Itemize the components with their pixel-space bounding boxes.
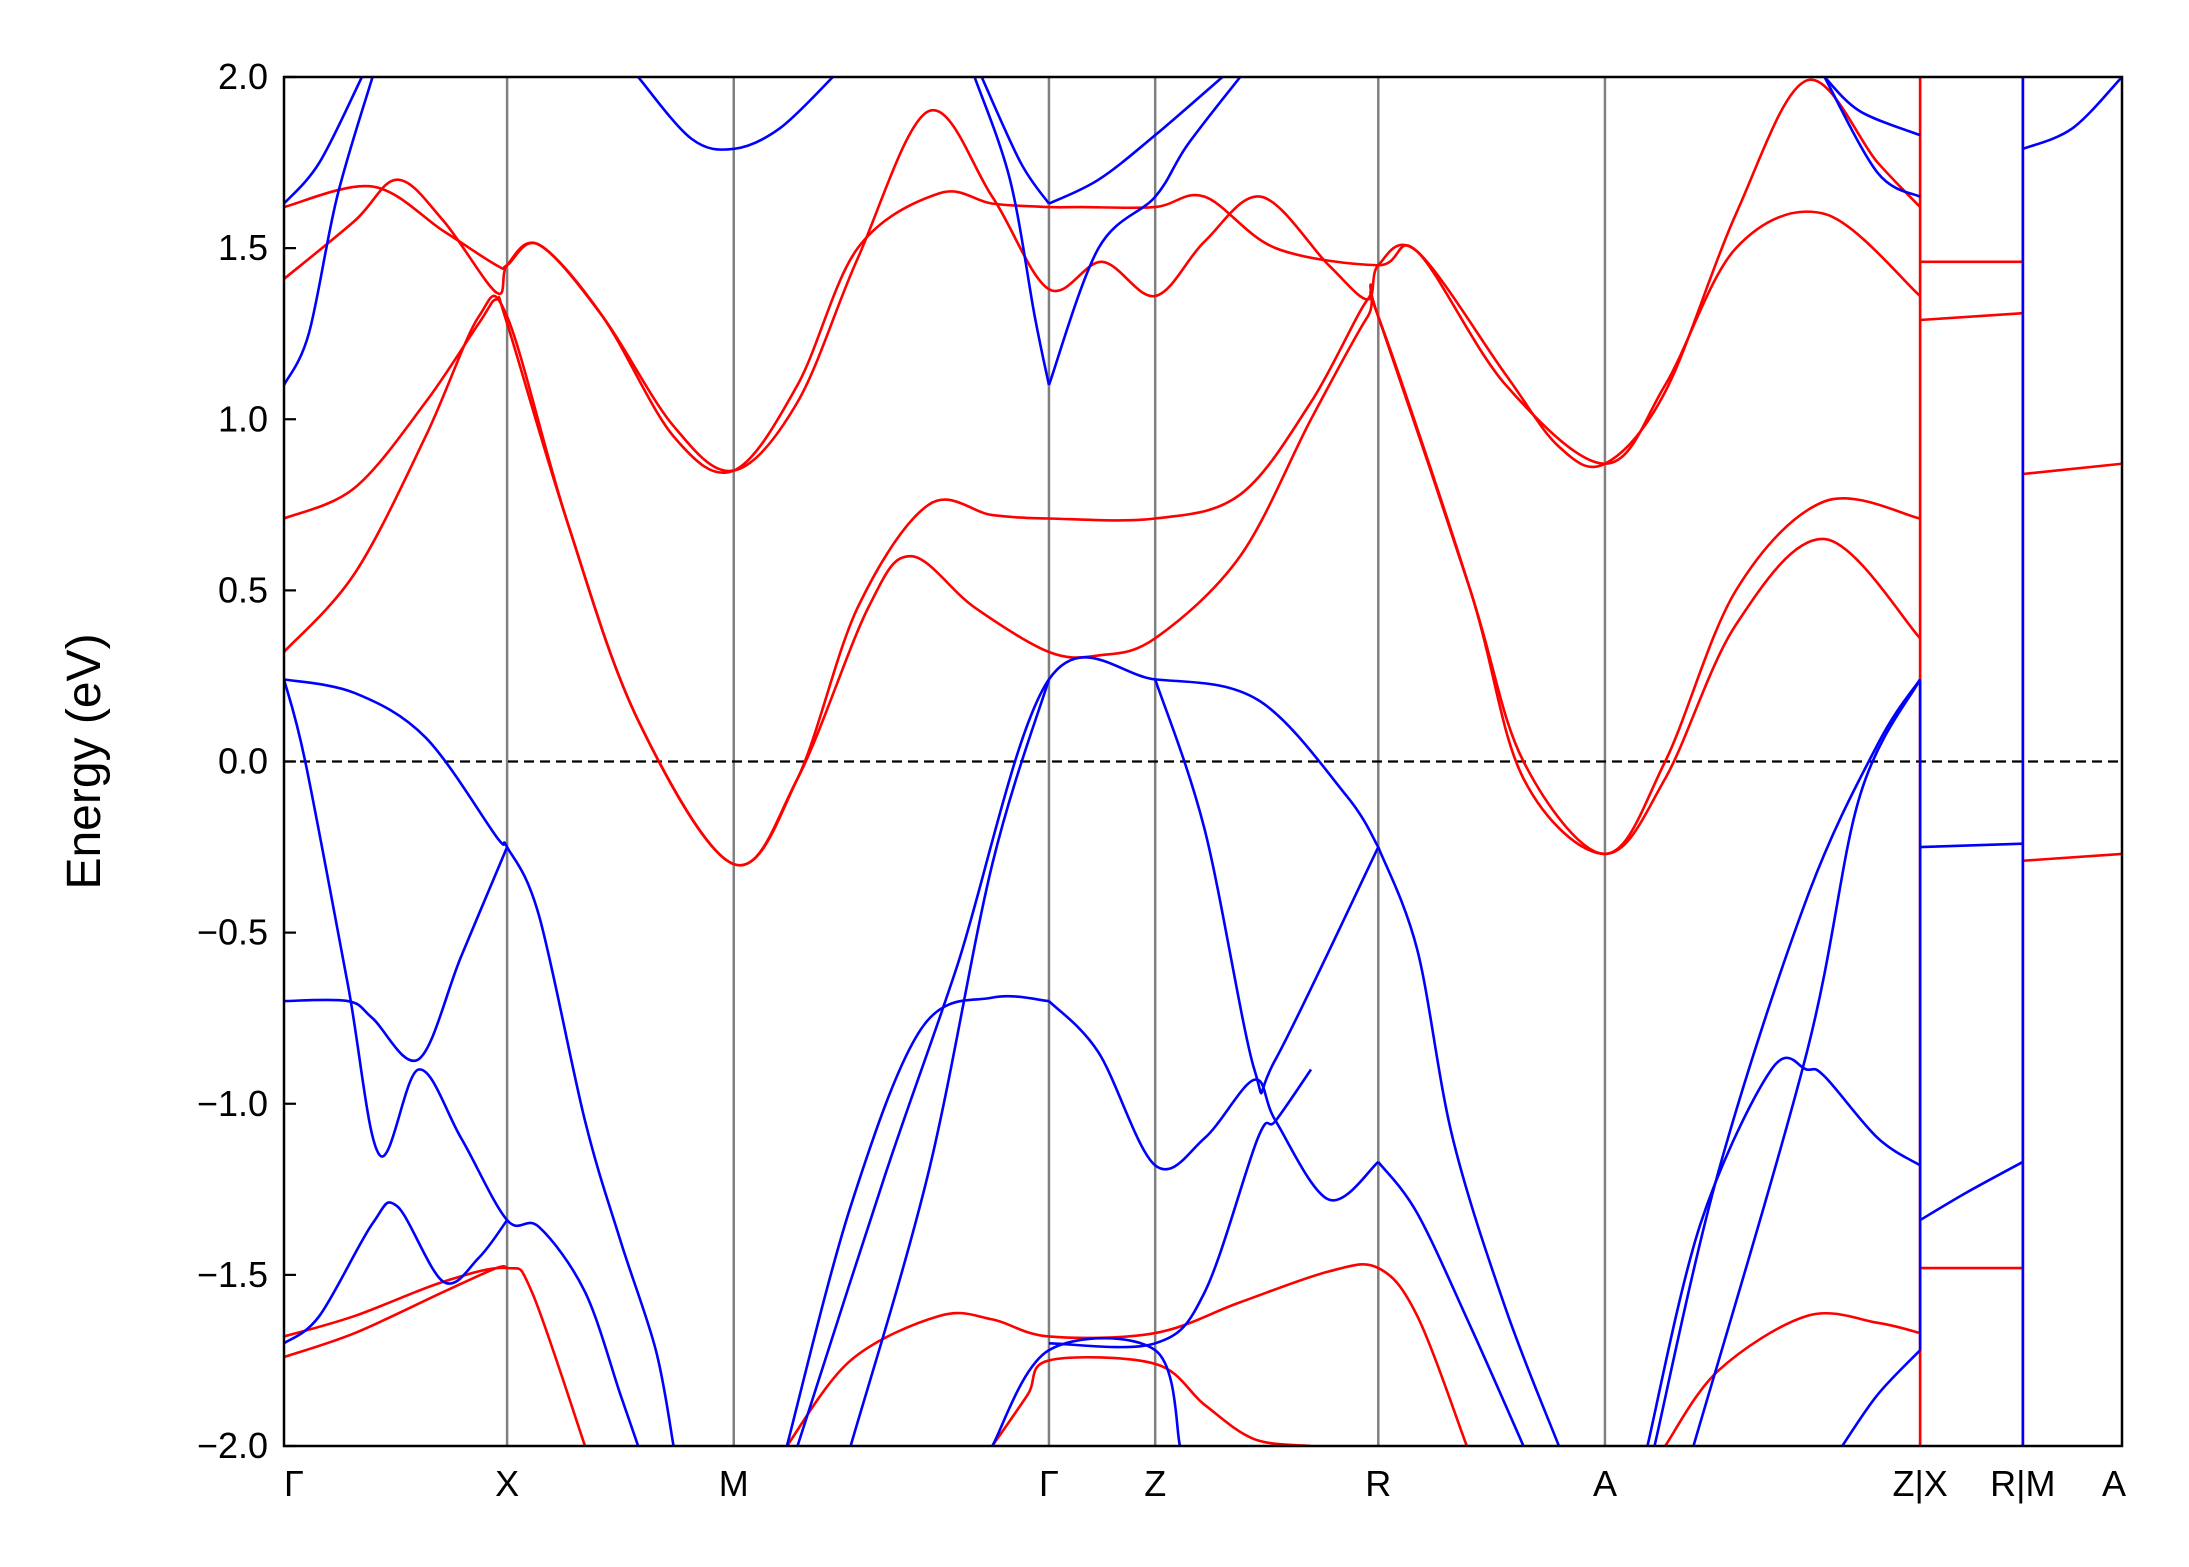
y-tick-label: −0.5 [197,912,268,953]
y-tick-label: −2.0 [197,1425,268,1466]
x-tick-label: A [1593,1463,1617,1504]
x-tick-label: X [495,1463,519,1504]
y-tick-label: 1.0 [218,398,268,439]
band-line-red-2 [284,290,1922,867]
band-line-blue-26 [1048,1000,1380,1202]
band-line-blue-32 [1646,1056,1921,1446]
band-line-red-6 [785,1263,1469,1446]
band-line-blue-37 [1823,77,1921,198]
band-line-blue-39 [1048,77,1224,205]
band-line-blue-28 [1377,1161,1525,1446]
y-tick-label: −1.0 [197,1083,268,1124]
band-line-blue-34 [1692,678,1922,1446]
band-line-red-15 [2022,852,2122,863]
x-tick-label: Γ [1039,1463,1059,1504]
band-lines [284,77,2122,1446]
y-tick-label: 0.0 [218,741,268,782]
band-line-blue-40 [973,77,1051,386]
x-tick-label: A [2102,1463,2126,1504]
band-line-blue-46 [2022,77,2122,151]
band-line-blue-38 [1047,77,1242,386]
x-tick-label: M [719,1463,749,1504]
y-tick-label: 0.5 [218,569,268,610]
band-line-blue-35 [1841,1349,1922,1446]
band-line-red-0 [284,78,1922,473]
band-line-red-3 [284,283,1921,867]
band-line-blue-16 [284,678,675,1446]
band-line-blue-25 [796,656,1380,1446]
band-line-blue-20 [284,77,374,386]
band-line-blue-22 [637,77,834,151]
band-line-red-1 [284,184,1921,474]
band-line-blue-24 [849,678,1051,1446]
band-line-blue-19 [284,1201,509,1345]
band-line-red-7 [991,1356,1312,1446]
x-tick-label: Γ [284,1463,304,1504]
band-line-blue-30 [1048,1068,1313,1349]
band-line-blue-31 [991,1336,1182,1446]
band-line-red-11 [1920,311,2023,322]
y-axis: 2.0 1.5 1.0 0.5 0.0 −0.5 −1.0 −1.5 −2.0 [197,56,296,1466]
band-line-blue-27 [1153,678,1380,1095]
band-line-blue-43 [1920,842,2023,849]
x-tick-label: Z|X [1892,1463,1947,1504]
band-line-blue-44 [1919,1160,2024,1222]
band-line-red-8 [1664,1311,1921,1446]
band-line-blue-17 [284,679,640,1446]
band-line-blue-23 [785,994,1050,1446]
y-tick-label: 1.5 [218,227,268,268]
y-axis-label: Energy (eV) [58,633,111,889]
band-line-blue-18 [284,846,509,1063]
band-line-blue-41 [980,77,1051,205]
y-tick-label: 2.0 [218,56,268,97]
y-tick-label: −1.5 [197,1254,268,1295]
x-axis: Γ X M Γ Z R A Z|X R|M A [284,1463,2126,1504]
band-line-blue-21 [284,77,364,205]
band-line-red-14 [2022,462,2122,476]
x-tick-label: R|M [1990,1463,2055,1504]
band-line-blue-29 [1377,846,1561,1446]
band-line-blue-33 [1653,678,1922,1446]
x-tick-label: R [1365,1463,1391,1504]
band-line-blue-36 [1823,77,1921,137]
band-line-red-4 [284,1266,587,1446]
band-line-red-5 [284,1264,508,1359]
x-tick-label: Z [1144,1463,1166,1504]
